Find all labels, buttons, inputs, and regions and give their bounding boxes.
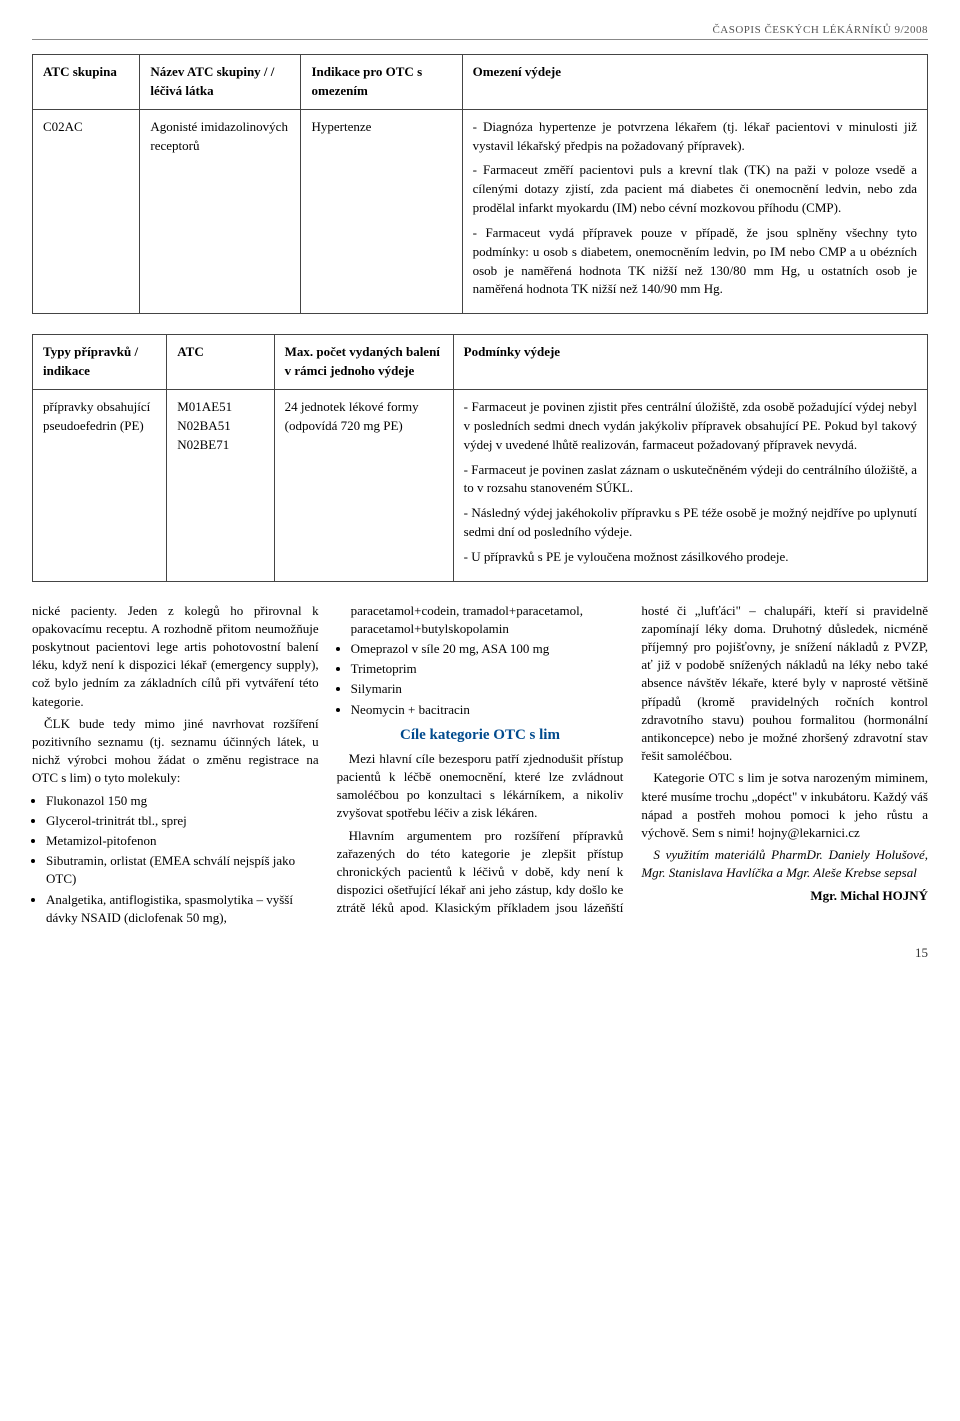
author-signature: Mgr. Michal HOJNÝ [641,887,928,905]
list-item: Trimetoprim [351,660,624,678]
credits-line: S využitím materiálů PharmDr. Daniely Ho… [641,846,928,882]
condition-p3: - Následný výdej jakéhokoliv přípravku s… [464,504,917,542]
body-p3: Mezi hlavní cíle bezesporu patří zjednod… [337,750,624,823]
cell-atc: C02AC [33,109,140,314]
table-header-row: ATC skupina Název ATC skupiny / / léčivá… [33,55,928,110]
condition-p4: - U přípravků s PE je vyloučena možnost … [464,548,917,567]
atc-code: M01AE51 [177,398,263,417]
condition-p2: - Farmaceut je povinen zaslat záznam o u… [464,461,917,499]
th-atc2: ATC [167,335,274,390]
atc-code: N02BE71 [177,436,263,455]
atc-code: N02BA51 [177,417,263,436]
cell-atc-codes: M01AE51 N02BA51 N02BE71 [167,389,274,581]
cell-podminky: - Farmaceut je povinen zjistit přes cent… [453,389,927,581]
section-title-cile: Cíle kategorie OTC s lim [337,725,624,746]
th-podminky: Podmínky výdeje [453,335,927,390]
body-p1: nické pacienty. Jeden z kolegů ho přirov… [32,602,319,711]
atc-table: ATC skupina Název ATC skupiny / / léčivá… [32,54,928,314]
condition-p1: - Farmaceut je povinen zjistit přes cent… [464,398,917,455]
th-typy: Typy přípravků / indikace [33,335,167,390]
list-item: Metamizol-pitofenon [46,832,319,850]
table-row: přípravky obsahující pseudoefedrin (PE) … [33,389,928,581]
conditions-table: Typy přípravků / indikace ATC Max. počet… [32,334,928,581]
th-maxpocet: Max. počet vydaných balení v rámci jedno… [274,335,453,390]
cell-indikace: Hypertenze [301,109,462,314]
cell-nazev: Agonisté imidazolinových receptorů [140,109,301,314]
list-item: Flukonazol 150 mg [46,792,319,810]
list-item: Silymarin [351,680,624,698]
restriction-p2: - Farmaceut změří pacientovi puls a krev… [473,161,917,218]
restriction-p1: - Diagnóza hypertenze je potvrzena lékař… [473,118,917,156]
th-indikace: Indikace pro OTC s omezením [301,55,462,110]
th-omezeni: Omezení výdeje [462,55,927,110]
cell-maxpocet: 24 jednotek lékové formy (odpovídá 720 m… [274,389,453,581]
list-item: Neomycin + bacitracin [351,701,624,719]
journal-header: ČASOPIS ČESKÝCH LÉKÁRNÍKŮ 9/2008 [32,24,928,40]
table-header-row: Typy přípravků / indikace ATC Max. počet… [33,335,928,390]
list-item: Sibutramin, orlistat (EMEA schválí nejsp… [46,852,319,888]
page-number: 15 [32,945,928,961]
cell-omezeni: - Diagnóza hypertenze je potvrzena lékař… [462,109,927,314]
list-item: Omeprazol v síle 20 mg, ASA 100 mg [351,640,624,658]
body-p5: Kategorie OTC s lim je sotva narozeným m… [641,769,928,842]
th-nazev: Název ATC skupiny / / léčivá látka [140,55,301,110]
table-row: C02AC Agonisté imidazolinových receptorů… [33,109,928,314]
restriction-p3: - Farmaceut vydá přípravek pouze v přípa… [473,224,917,299]
cell-typy: přípravky obsahující pseudoefedrin (PE) [33,389,167,581]
body-p2: ČLK bude tedy mimo jiné navrhovat rozšíř… [32,715,319,788]
credits-text: S využitím materiálů PharmDr. Daniely Ho… [641,847,928,880]
article-body-columns: nické pacienty. Jeden z kolegů ho přirov… [32,602,928,927]
list-item: Glycerol-trinitrát tbl., sprej [46,812,319,830]
th-atc-skupina: ATC skupina [33,55,140,110]
